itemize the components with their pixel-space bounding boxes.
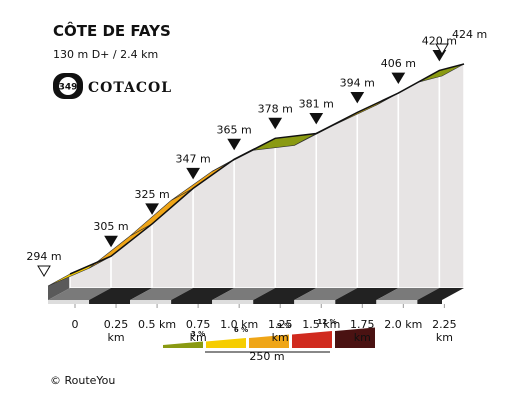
elevation-marker (268, 117, 283, 130)
elevation-marker (435, 43, 449, 55)
base-strip (89, 300, 131, 304)
front-face (110, 222, 153, 289)
base-strip (48, 300, 90, 304)
legend-swatch (292, 331, 332, 348)
base-band (130, 288, 194, 300)
legend-threshold: 6 % (234, 326, 248, 334)
chart-subtitle: 130 m D+ / 2.4 km (53, 48, 158, 61)
elevation-marker (37, 265, 51, 277)
badge-number: 349 (59, 83, 78, 93)
front-face (192, 157, 235, 289)
legend-threshold: 12 % (317, 318, 336, 326)
base-band (376, 288, 440, 300)
base-band (48, 288, 112, 300)
front-face (356, 91, 400, 289)
value-label: 381 m (299, 97, 334, 110)
chart-title: CÔTE DE FAYS (53, 21, 171, 40)
legend-swatch (335, 327, 375, 348)
elevation-marker (350, 91, 365, 104)
footer: © RouteYou (50, 374, 115, 387)
value-label: 394 m (340, 76, 375, 89)
value-label: 305 m (93, 220, 128, 233)
base-strip (171, 300, 213, 304)
x-tick-label: 1.75 km (350, 318, 375, 344)
base-strip (294, 300, 336, 304)
x-tick-label: 2.25 km (432, 318, 457, 344)
base-band (294, 288, 358, 300)
front-face (438, 63, 465, 289)
elevation-marker (186, 167, 201, 180)
x-tick-label: 0.25 km (103, 318, 129, 344)
front-face (397, 69, 441, 289)
base-strip (130, 300, 172, 304)
x-tick-label: 1.25 km (267, 318, 293, 344)
base-strip (253, 300, 295, 304)
base-strip (212, 300, 254, 304)
x-tick-label: 1.5 km (302, 318, 341, 331)
x-tick-label: 1.0 km (220, 318, 259, 331)
elevation-marker (227, 138, 242, 151)
front-face (233, 137, 276, 289)
front-face (274, 132, 317, 289)
base-band (89, 288, 153, 300)
badge-label: COTACOL (88, 80, 172, 96)
legend-threshold: 9 % (277, 322, 291, 330)
value-label: 325 m (134, 188, 169, 201)
value-label: 378 m (258, 102, 293, 115)
value-label: 365 m (217, 123, 252, 136)
base-band (171, 288, 235, 300)
front-face (315, 111, 359, 289)
x-tick-label: 0 (71, 318, 79, 331)
base-band (253, 288, 317, 300)
base-band (417, 288, 464, 300)
legend-swatch (206, 338, 246, 348)
profile-edge (69, 63, 465, 275)
badge-circle (59, 77, 77, 95)
elevation-marker (145, 203, 159, 215)
x-tick-label: 0.75 km (185, 318, 211, 344)
base-band (335, 288, 399, 300)
elevation-marker (104, 235, 118, 248)
side-face (48, 274, 70, 300)
x-tick-label: 0.5 km (138, 318, 177, 331)
value-label: 406 m (381, 57, 416, 70)
elevation-marker (309, 112, 324, 125)
base-band (212, 288, 276, 300)
elevation-marker (391, 72, 406, 85)
x-tick-label: 2.0 km (384, 318, 423, 331)
base-strip (417, 300, 442, 304)
legend-scale-label: 250 m (249, 350, 284, 363)
value-label: 424 m (452, 28, 487, 41)
legend-swatch (249, 334, 289, 348)
base-strip (376, 300, 418, 304)
legend-threshold: 3 % (191, 330, 205, 338)
base-strip (335, 300, 377, 304)
value-label: 347 m (176, 152, 211, 165)
value-label: 294 m (26, 250, 61, 263)
legend-swatch (163, 341, 203, 348)
